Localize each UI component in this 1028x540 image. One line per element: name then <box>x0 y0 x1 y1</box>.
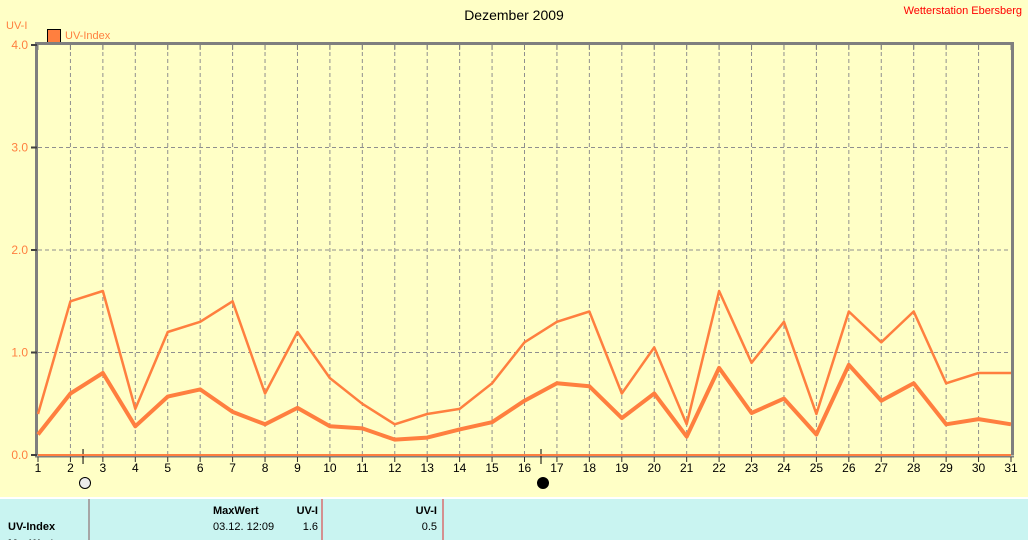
chart-title: Dezember 2009 <box>464 7 564 23</box>
x-axis-label: 21 <box>680 461 694 475</box>
x-axis-label: 23 <box>745 461 759 475</box>
y-axis-label: 1.0 <box>11 346 28 360</box>
maxwert-header: MaxWert <box>213 505 259 517</box>
x-axis-label: 29 <box>939 461 953 475</box>
y-axis-label: 4.0 <box>11 38 28 52</box>
y-axis-title: UV-I <box>6 20 28 32</box>
x-axis-label: 15 <box>485 461 499 475</box>
table-divider <box>321 499 323 540</box>
current-value: 0.5 <box>421 521 437 533</box>
x-axis-label: 27 <box>875 461 889 475</box>
x-axis-label: 20 <box>648 461 662 475</box>
max-datetime: 03.12. 12:09 <box>213 521 275 533</box>
y-axis-label: 2.0 <box>11 243 28 257</box>
full-moon-icon <box>79 477 92 489</box>
x-axis-label: 26 <box>842 461 856 475</box>
legend: UV-Index <box>47 29 110 43</box>
x-axis-label: 12 <box>388 461 402 475</box>
x-axis-label: 30 <box>972 461 986 475</box>
x-axis-label: 8 <box>262 461 269 475</box>
legend-label: UV-Index <box>65 30 111 42</box>
x-axis-label: 3 <box>100 461 107 475</box>
stats-table: MaxWert UV-I UV-I UV-Index 03.12. 12:09 … <box>0 497 1028 540</box>
x-axis-label: 16 <box>518 461 532 475</box>
x-axis-label: 5 <box>164 461 171 475</box>
x-axis-label: 28 <box>907 461 921 475</box>
x-axis-label: 6 <box>197 461 204 475</box>
y-axis-label: 3.0 <box>11 141 28 155</box>
max-value: 1.6 <box>302 521 318 533</box>
table-divider <box>88 499 90 540</box>
x-axis-label: 24 <box>777 461 791 475</box>
x-axis-label: 4 <box>132 461 139 475</box>
x-axis-label: 13 <box>421 461 435 475</box>
series-uv-index-lower-line <box>36 362 1012 442</box>
x-axis-label: 17 <box>550 461 564 475</box>
x-axis-label: 7 <box>229 461 236 475</box>
new-moon-icon <box>536 477 549 489</box>
x-axis-label: 1 <box>35 461 42 475</box>
uvi-header-1: UV-I <box>296 505 318 517</box>
x-axis-label: 11 <box>356 461 369 475</box>
y-axis-label: 0.0 <box>11 448 28 462</box>
station-name: Wetterstation Ebersberg <box>903 5 1022 17</box>
series-uv-index-upper-line <box>36 289 1011 426</box>
x-axis-label: 31 <box>1004 461 1018 475</box>
x-axis-label: 22 <box>712 461 726 475</box>
x-axis-label: 25 <box>810 461 824 475</box>
x-axis-label: 14 <box>453 461 467 475</box>
row-label-maxwert-cut: MaxWert <box>8 538 54 540</box>
uvi-header-2: UV-I <box>415 505 437 517</box>
x-axis-label: 2 <box>67 461 74 475</box>
row-label-uv-index: UV-Index <box>8 521 56 533</box>
x-axis-label: 18 <box>583 461 597 475</box>
table-divider <box>442 499 444 540</box>
x-axis-label: 19 <box>615 461 629 475</box>
x-axis-label: 9 <box>294 461 301 475</box>
x-axis-label: 10 <box>323 461 337 475</box>
